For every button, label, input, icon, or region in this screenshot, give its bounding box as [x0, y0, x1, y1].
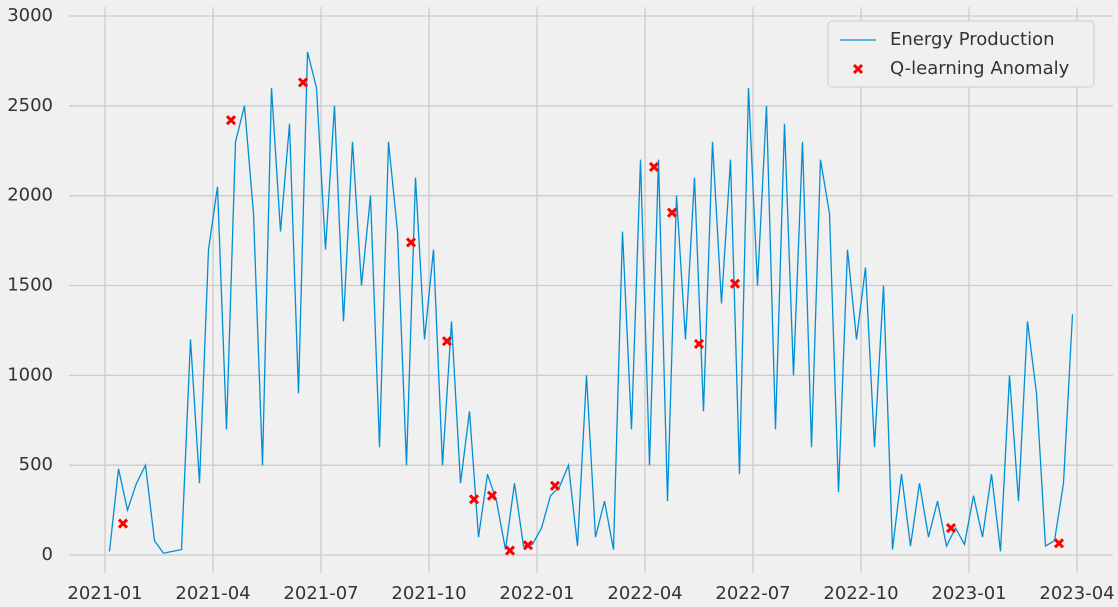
- x-tick-label: 2021-04: [175, 583, 250, 604]
- y-tick-label: 1000: [7, 364, 53, 385]
- y-tick-label: 2500: [7, 95, 53, 116]
- legend: Energy Production Q-learning Anomaly: [827, 20, 1095, 88]
- anomaly-marker: [666, 207, 678, 218]
- anomaly-marker: [117, 518, 129, 529]
- anomaly-marker: [1053, 538, 1065, 549]
- anomaly-marker: [945, 523, 957, 534]
- plot-area: [108, 51, 1074, 556]
- y-tick-label: 1500: [7, 275, 53, 296]
- grid: [69, 7, 1113, 573]
- y-tick-label: 500: [19, 454, 53, 475]
- x-tick-label: 2021-01: [67, 583, 142, 604]
- anomaly-marker: [441, 336, 453, 347]
- x-tick-label: 2022-10: [823, 583, 898, 604]
- legend-swatch: [852, 63, 864, 75]
- y-tick-label: 3000: [7, 5, 53, 26]
- anomaly-marker: [549, 480, 561, 491]
- x-tick-label: 2023-04: [1039, 583, 1114, 604]
- anomaly-marker: [693, 338, 705, 349]
- anomaly-marker: [468, 494, 480, 505]
- anomaly-marker: [729, 278, 741, 289]
- x-tick-label: 2023-01: [931, 583, 1006, 604]
- x-tick-label: 2022-04: [607, 583, 682, 604]
- x-tick-label: 2022-01: [499, 583, 574, 604]
- anomaly-marker: [405, 237, 417, 248]
- anomaly-marker: [648, 161, 660, 172]
- legend-label: Q-learning Anomaly: [890, 58, 1070, 79]
- x-tick-label: 2021-10: [391, 583, 466, 604]
- anomaly-marker: [225, 115, 237, 126]
- anomaly-marker: [297, 77, 309, 88]
- anomaly-marker: [486, 490, 498, 501]
- y-tick-label: 0: [42, 544, 53, 565]
- line: [108, 51, 1074, 554]
- y-tick-label: 2000: [7, 185, 53, 206]
- anomaly-marker: [522, 540, 534, 551]
- legend-frame: [827, 20, 1095, 88]
- anomaly-marker: [504, 545, 516, 556]
- x-tick-label: 2022-07: [715, 583, 790, 604]
- x-tick-label: 2021-07: [283, 583, 358, 604]
- legend-label: Energy Production: [890, 29, 1055, 50]
